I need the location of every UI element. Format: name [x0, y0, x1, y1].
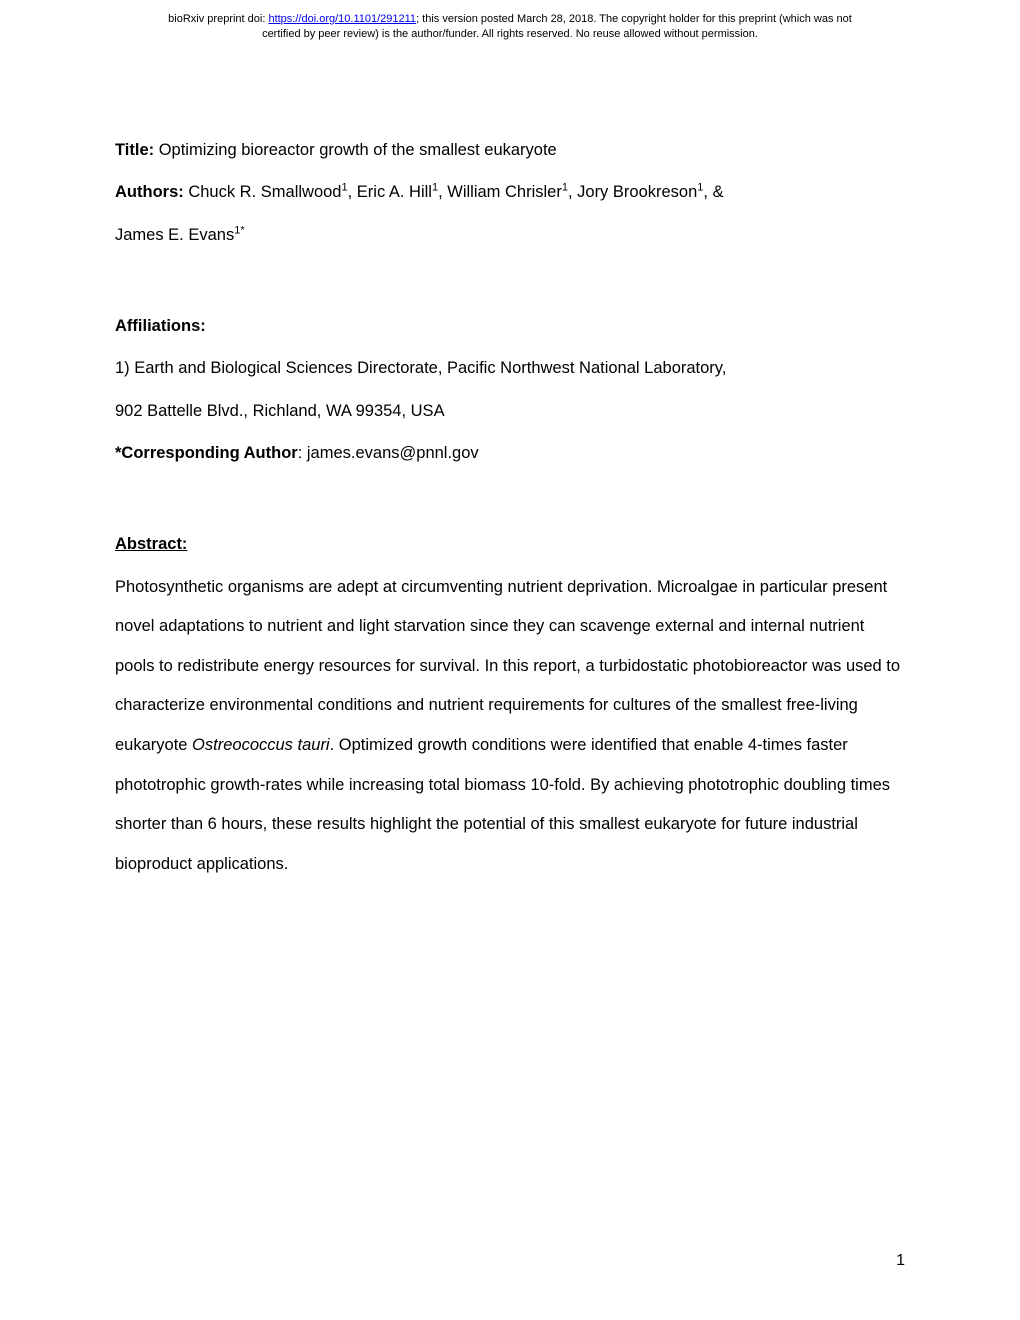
corresponding-email: : james.evans@pnnl.gov [298, 444, 479, 462]
abstract-heading: Abstract: [115, 525, 905, 565]
author-4: , Jory Brookreson [568, 183, 697, 201]
author-2: , Eric A. Hill [348, 183, 432, 201]
header-prefix: bioRxiv preprint doi: [168, 13, 268, 25]
author-5: James E. Evans [115, 226, 234, 244]
affiliation-line2: 902 Battelle Blvd., Richland, WA 99354, … [115, 392, 905, 432]
affiliations-label: Affiliations: [115, 317, 206, 335]
title-line: Title: Optimizing bioreactor growth of t… [115, 131, 905, 171]
preprint-header: bioRxiv preprint doi: https://doi.org/10… [0, 0, 1020, 51]
page-number: 1 [896, 1252, 905, 1270]
authors-label: Authors: [115, 183, 184, 201]
authors-amp: , & [703, 183, 723, 201]
corresponding-line: *Corresponding Author: james.evans@pnnl.… [115, 434, 905, 474]
abstract-body: Photosynthetic organisms are adept at ci… [115, 568, 905, 885]
header-line2: certified by peer review) is the author/… [262, 28, 758, 40]
abstract-part1: Photosynthetic organisms are adept at ci… [115, 578, 900, 754]
abstract-part2: . Optimized growth conditions were ident… [115, 736, 890, 873]
doi-link[interactable]: https://doi.org/10.1101/291211 [268, 13, 416, 25]
authors-line1: Authors: Chuck R. Smallwood1, Eric A. Hi… [115, 173, 905, 213]
header-suffix: ; this version posted March 28, 2018. Th… [416, 13, 852, 25]
author-1: Chuck R. Smallwood [184, 183, 342, 201]
title-text: Optimizing bioreactor growth of the smal… [154, 141, 557, 159]
paper-content: Title: Optimizing bioreactor growth of t… [0, 51, 1020, 885]
species-name: Ostreococcus tauri [192, 736, 330, 754]
abstract-label: Abstract: [115, 535, 187, 553]
affiliation-line1: 1) Earth and Biological Sciences Directo… [115, 349, 905, 389]
authors-line2: James E. Evans1* [115, 216, 905, 256]
corresponding-label: *Corresponding Author [115, 444, 298, 462]
title-label: Title: [115, 141, 154, 159]
author-5-sup: 1* [234, 224, 244, 236]
affiliations-heading: Affiliations: [115, 307, 905, 347]
author-3: , William Chrisler [438, 183, 562, 201]
